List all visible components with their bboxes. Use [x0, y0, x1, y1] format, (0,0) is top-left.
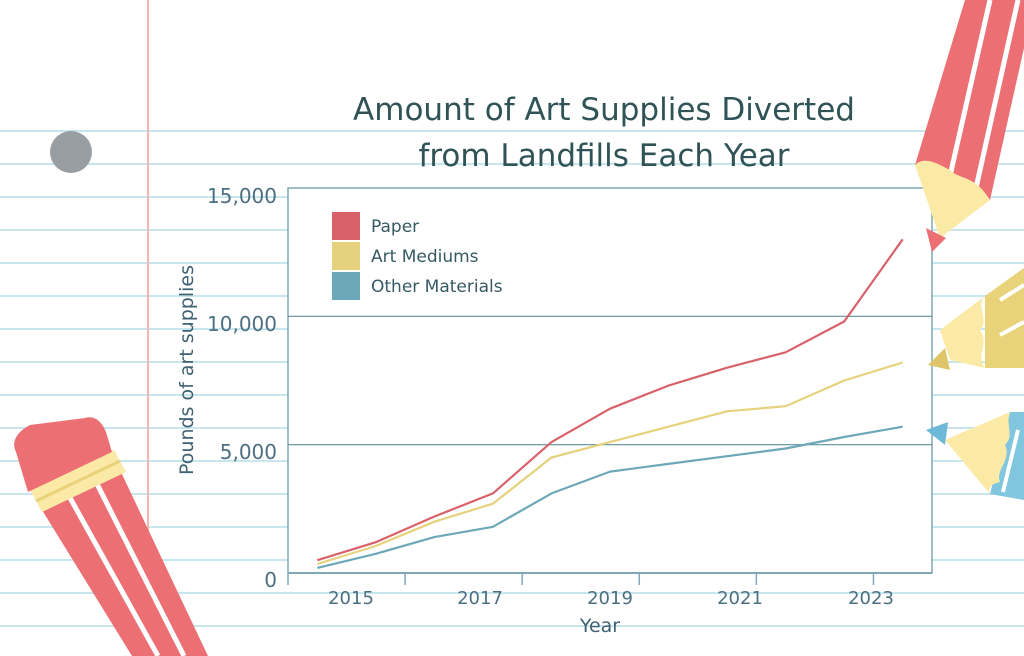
red-pencil-top-right-illustration [915, 0, 1024, 252]
red-pencil-bottom-left-illustration [14, 417, 208, 656]
x-tick-label-2021: 2021 [717, 588, 763, 609]
series-lines [316, 238, 904, 569]
series-line-art-mediums [316, 361, 904, 566]
x-tick-label-2017: 2017 [457, 588, 503, 609]
legend: Paper Art Mediums Other Materials [332, 212, 503, 300]
gridlines [288, 315, 932, 446]
x-tick-label-2023: 2023 [848, 588, 894, 609]
legend-swatch-other-materials [332, 272, 360, 300]
series-line-paper [316, 238, 904, 562]
legend-label-other-materials: Other Materials [371, 277, 503, 297]
plot-area [287, 187, 933, 585]
x-tick-label-2015: 2015 [328, 588, 374, 609]
yellow-pencil-right-illustration [928, 268, 1024, 370]
legend-swatch-art-mediums [332, 242, 360, 270]
x-axis-label: Year [579, 615, 620, 637]
chart-title-line-1: Amount of Art Supplies Diverted [353, 92, 855, 128]
binder-hole [50, 131, 92, 173]
y-axis-label: Pounds of art supplies [176, 265, 198, 475]
legend-label-paper: Paper [371, 217, 419, 237]
y-tick-label-0: 0 [264, 568, 277, 592]
series-line-other-materials [317, 425, 903, 569]
x-axis-ticks [287, 573, 875, 585]
legend-swatch-paper [332, 212, 360, 240]
y-tick-label-10000: 10,000 [207, 312, 277, 336]
blue-pencil-right-illustration [926, 412, 1024, 500]
legend-label-art-mediums: Art Mediums [371, 247, 479, 267]
plot-frame [287, 187, 933, 574]
y-tick-label-5000: 5,000 [220, 440, 277, 464]
x-tick-label-2019: 2019 [587, 588, 633, 609]
y-tick-label-15000: 15,000 [207, 184, 277, 208]
chart-title-line-2: from Landfills Each Year [418, 138, 789, 174]
